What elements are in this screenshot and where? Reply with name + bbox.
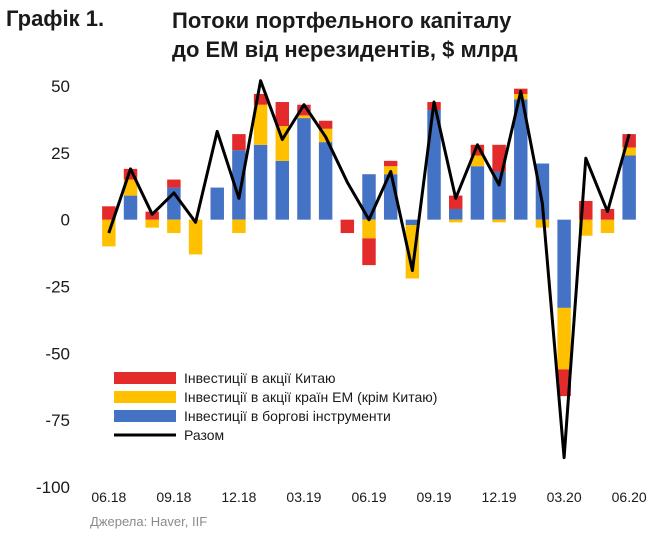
y-tick-label: -50	[45, 344, 70, 363]
x-tick-label: 09.19	[417, 489, 452, 505]
bar-debt	[622, 155, 636, 220]
bar-em-equity	[600, 219, 615, 234]
legend-label: Інвестиції в боргові інструменти	[184, 408, 391, 424]
bar-em-equity	[492, 219, 506, 223]
x-tick-label: 06.18	[91, 489, 126, 505]
bar-em-equity	[362, 219, 376, 239]
bar-em-equity	[535, 219, 550, 228]
figure-number: Графік 1.	[6, 6, 105, 31]
bar-debt	[535, 163, 550, 220]
bar-debt	[232, 150, 246, 220]
bar-em-equity	[145, 219, 159, 228]
figure-title-line2: до ЕМ від нерезидентів, $ млрд	[172, 37, 518, 62]
bar-debt	[470, 166, 485, 220]
bar-em-equity	[123, 179, 138, 196]
bar-china-equity	[123, 168, 138, 180]
bar-china-equity	[448, 195, 463, 209]
x-tick-label: 03.19	[286, 489, 321, 505]
x-tick-label: 03.20	[547, 489, 582, 505]
bar-debt	[297, 118, 311, 220]
y-axis-ticks: 50 25 0 -25 -50 -75 -100	[36, 77, 70, 497]
bar-debt	[405, 219, 420, 226]
bar-china-equity	[362, 238, 376, 266]
bar-debt	[514, 99, 528, 220]
bar-china-equity	[600, 208, 615, 220]
bar-em-equity	[557, 307, 571, 370]
x-tick-label: 12.18	[221, 489, 256, 505]
bar-debt	[318, 142, 333, 220]
legend: Інвестиції в акції Китаю Інвестиції в акц…	[114, 370, 437, 443]
bar-china-equity	[557, 369, 571, 397]
y-tick-label: -25	[45, 278, 70, 297]
bar-em-equity	[470, 155, 485, 167]
bar-china-equity	[318, 120, 333, 129]
bar-em-equity	[167, 219, 181, 234]
bar-china-equity	[167, 179, 181, 188]
x-tick-label: 12.19	[482, 489, 517, 505]
x-tick-label: 06.19	[351, 489, 386, 505]
source-note: Джерела: Haver, IIF	[90, 514, 208, 529]
bar-em-equity	[188, 219, 203, 255]
y-tick-label: 50	[51, 77, 70, 96]
legend-label: Інвестиції в акції Китаю	[184, 370, 336, 386]
y-tick-label: -75	[45, 411, 70, 430]
figure-title: Потоки портфельного капіталу до ЕМ від н…	[172, 6, 518, 64]
bar-china-equity	[383, 160, 398, 167]
bar-em-equity	[102, 219, 116, 247]
y-tick-label: 0	[61, 211, 70, 230]
y-tick-label: 25	[51, 144, 70, 163]
legend-label: Разом	[184, 427, 224, 443]
bar-em-equity	[297, 115, 311, 119]
bar-china-equity	[297, 104, 311, 116]
bar-em-equity	[622, 147, 636, 156]
bar-china-equity	[275, 102, 290, 127]
bar-em-equity	[232, 219, 246, 234]
legend-swatch-em-equity	[114, 391, 176, 403]
bar-debt	[210, 187, 224, 220]
x-tick-label: 06.20	[612, 489, 647, 505]
legend-swatch-debt	[114, 410, 176, 422]
legend-swatch-china-equity	[114, 372, 176, 384]
figure-title-line1: Потоки портфельного капіталу	[172, 8, 512, 33]
bar-china-equity	[253, 94, 268, 105]
bar-debt	[275, 160, 290, 220]
bar-china-equity	[102, 206, 116, 220]
bar-china-equity	[340, 219, 355, 234]
x-tick-label: 09.18	[156, 489, 191, 505]
y-tick-label: -100	[36, 478, 70, 497]
legend-label: Інвестиції в акції країн ЕМ (крім Китаю)	[184, 389, 437, 405]
bar-debt	[557, 219, 571, 308]
x-axis-ticks: 06.18 09.18 12.18 03.19 06.19 09.19 12.19 03.20…	[91, 489, 647, 505]
bar-debt	[253, 144, 268, 220]
bar-debt	[362, 174, 376, 220]
bar-em-equity	[253, 104, 268, 145]
bar-em-equity	[448, 219, 463, 223]
bar-debt	[448, 208, 463, 220]
total-series-line	[107, 79, 631, 460]
bar-china-equity	[232, 134, 246, 151]
bar-china-equity	[470, 144, 485, 156]
bar-debt	[492, 171, 506, 220]
bar-debt	[123, 195, 138, 220]
